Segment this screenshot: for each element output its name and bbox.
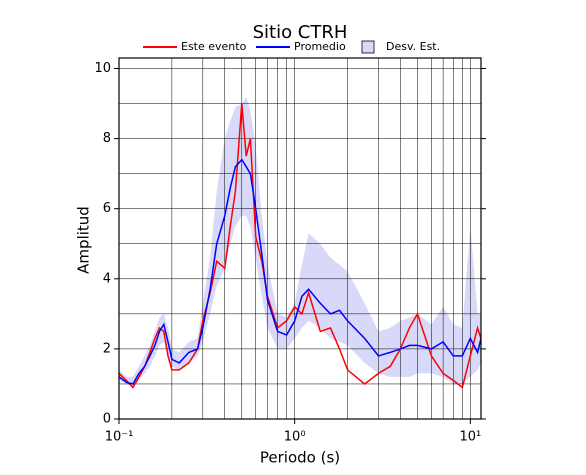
std-band — [119, 96, 481, 388]
x-tick-label: 10⁻¹ — [105, 430, 134, 445]
legend-label: Desv. Est. — [386, 40, 440, 53]
x-tick-label: 10¹ — [459, 430, 481, 445]
y-tick-label: 8 — [103, 131, 111, 146]
y-tick-label: 10 — [94, 61, 111, 76]
x-axis-label: Periodo (s) — [260, 449, 340, 467]
chart-title: Sitio CTRH — [253, 22, 348, 43]
y-tick-label: 0 — [103, 412, 111, 427]
y-tick-label: 6 — [103, 201, 111, 216]
series-line — [118, 158, 482, 385]
legend-label: Este evento — [181, 40, 247, 53]
y-tick-label: 2 — [103, 341, 111, 356]
y-tick-label: 4 — [103, 271, 111, 286]
legend-swatch — [361, 40, 375, 54]
x-tick-label: 10⁰ — [284, 430, 306, 445]
legend-label: Promedio — [294, 40, 346, 53]
plot-frame — [118, 57, 482, 420]
y-axis-label: Amplitud — [75, 206, 93, 274]
series-line — [118, 103, 482, 389]
